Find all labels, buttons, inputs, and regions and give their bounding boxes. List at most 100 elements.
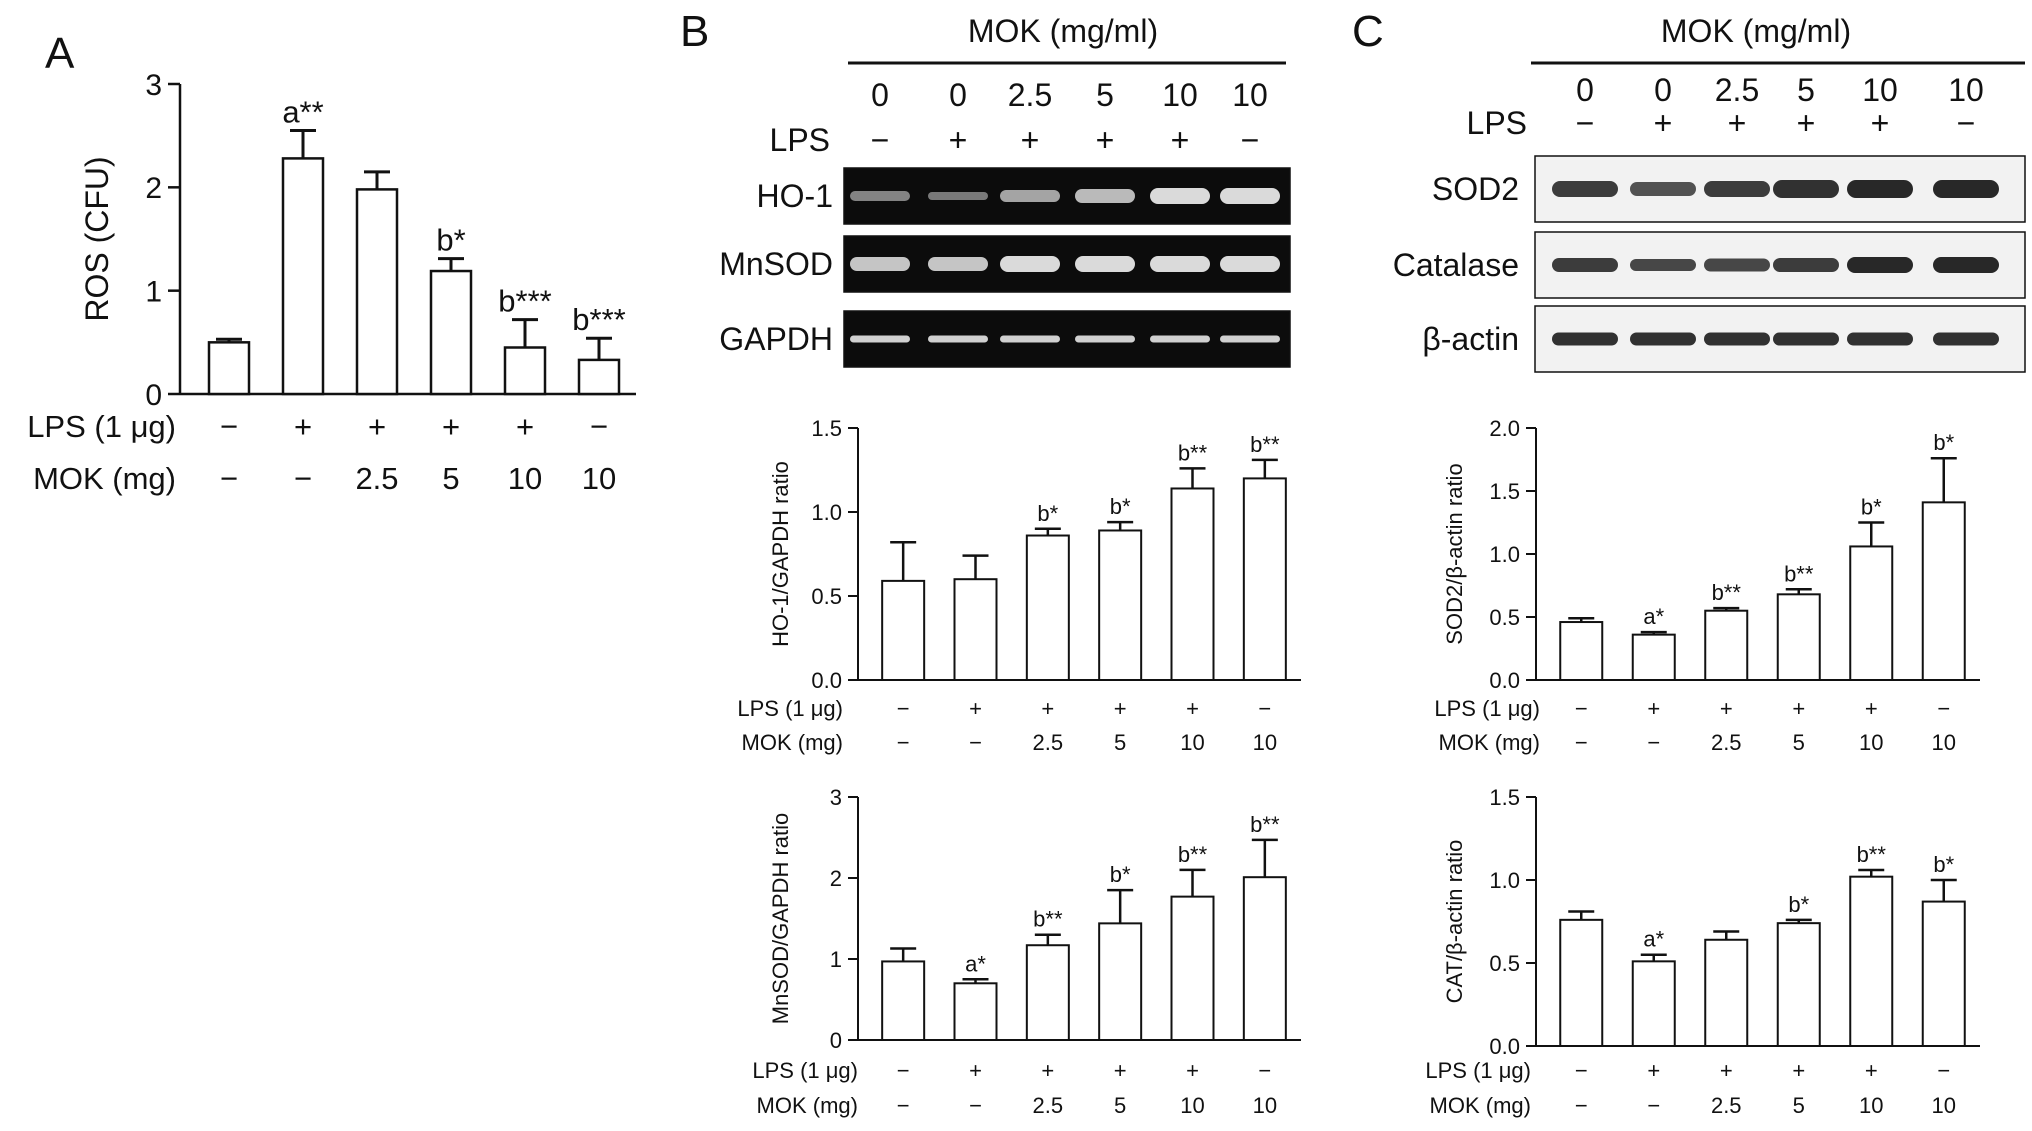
bar xyxy=(1776,922,1821,1047)
chart-c-sod2-ratio: 0.0 0.5 1.0 1.5 2.0 SOD2/β-actin ratio a* b** b*… xyxy=(1434,416,1980,755)
significance-label: b** xyxy=(1033,907,1063,932)
chart-b-mnsod-ratio: 0 1 2 3 MnSOD/GAPDH ratio a* b** b* b** b** LPS (1… xyxy=(752,785,1301,1118)
condition-value: + xyxy=(1186,696,1199,721)
bar xyxy=(1776,593,1821,682)
bar xyxy=(953,578,998,682)
condition-value: + xyxy=(1041,696,1054,721)
blot-band xyxy=(1075,335,1135,343)
significance-label: a* xyxy=(1643,604,1664,629)
blot-band xyxy=(1847,180,1913,198)
condition-label: LPS (1 μg) xyxy=(1425,1058,1531,1083)
condition-value: − xyxy=(220,461,238,496)
y-tick-label: 1 xyxy=(830,947,842,972)
condition-value: − xyxy=(897,696,910,721)
lane-dose-label: 2.5 xyxy=(1008,77,1052,113)
condition-value: + xyxy=(1792,1058,1805,1083)
bar xyxy=(429,269,473,396)
condition-label: LPS (1 μg) xyxy=(1434,696,1540,721)
condition-value: 5 xyxy=(1114,730,1126,755)
bar xyxy=(1242,477,1287,681)
y-tick-label: 0.5 xyxy=(1489,951,1520,976)
bar xyxy=(207,341,251,396)
condition-value: − xyxy=(1258,1058,1271,1083)
y-tick-label: 0 xyxy=(830,1028,842,1053)
lane-lps-sign: + xyxy=(1797,105,1816,141)
blot-band xyxy=(1847,332,1913,346)
chart-c-cat-ratio: 0.0 0.5 1.0 1.5 CAT/β-actin ratio a* b* b** b* LP… xyxy=(1425,785,1980,1118)
lane-dose-label: 0 xyxy=(871,77,889,113)
condition-value: + xyxy=(1720,1058,1733,1083)
condition-value: − xyxy=(969,1093,982,1118)
bar xyxy=(1849,875,1894,1047)
condition-value: 2.5 xyxy=(1033,1093,1064,1118)
y-tick-label: 2 xyxy=(830,866,842,891)
condition-value: 10 xyxy=(1859,1093,1883,1118)
blot-band xyxy=(1630,332,1696,346)
y-tick-label: 1 xyxy=(145,275,162,308)
condition-value: − xyxy=(1575,1093,1588,1118)
y-tick-label: 2.0 xyxy=(1489,416,1520,441)
y-axis-label: MnSOD/GAPDH ratio xyxy=(768,813,793,1025)
lps-row-label: LPS xyxy=(1467,105,1527,141)
blot-band xyxy=(928,257,988,271)
blot-band xyxy=(1704,258,1770,272)
lps-row-label: LPS xyxy=(770,122,830,158)
blot-band xyxy=(1630,259,1696,271)
significance-label: b** xyxy=(1857,842,1887,867)
blot-band xyxy=(1150,335,1210,343)
blot-band xyxy=(1773,258,1839,272)
blot-strip xyxy=(843,310,1291,368)
y-tick-label: 1.5 xyxy=(1489,479,1520,504)
lane-lps-sign: + xyxy=(1171,122,1190,158)
panel-letter-c: C xyxy=(1352,7,1384,56)
bar xyxy=(1025,944,1070,1041)
significance-label: b* xyxy=(436,223,465,258)
bar xyxy=(1921,501,1966,681)
bar xyxy=(1559,621,1604,681)
bar xyxy=(1025,534,1070,682)
condition-value: + xyxy=(1041,1058,1054,1083)
bar xyxy=(1098,922,1143,1041)
blot-band xyxy=(850,335,910,343)
y-tick-label: 3 xyxy=(830,785,842,810)
condition-value: 2.5 xyxy=(1711,1093,1742,1118)
bar xyxy=(1170,895,1215,1041)
panel-letter-b: B xyxy=(680,7,709,56)
blot-strip xyxy=(843,167,1291,225)
y-tick-label: 3 xyxy=(145,69,162,102)
y-tick-label: 1.0 xyxy=(1489,542,1520,567)
blot-band xyxy=(1075,189,1135,203)
significance-label: b** xyxy=(1178,440,1208,465)
lane-lps-sign: − xyxy=(871,122,890,158)
bar xyxy=(281,157,325,396)
lane-lps-sign: + xyxy=(1871,105,1890,141)
significance-label: a* xyxy=(965,951,986,976)
blot-band xyxy=(1000,190,1060,202)
bar xyxy=(1170,487,1215,682)
y-tick-label: 0.0 xyxy=(1489,1034,1520,1059)
bar xyxy=(1631,960,1676,1048)
bar xyxy=(1098,529,1143,681)
condition-label: MOK (mg) xyxy=(33,461,176,496)
condition-value: + xyxy=(1792,696,1805,721)
condition-label: LPS (1 μg) xyxy=(752,1058,858,1083)
condition-value: − xyxy=(1575,696,1588,721)
condition-value: − xyxy=(897,730,910,755)
blot-band xyxy=(1704,181,1770,197)
blot-band xyxy=(1933,332,1999,346)
significance-label: b* xyxy=(1933,852,1954,877)
condition-label: MOK (mg) xyxy=(757,1093,858,1118)
condition-label: LPS (1 μg) xyxy=(737,696,843,721)
bar xyxy=(577,358,621,396)
lane-dose-label: 10 xyxy=(1862,72,1898,108)
condition-label: MOK (mg) xyxy=(1430,1093,1531,1118)
blot-band xyxy=(1933,257,1999,273)
y-tick-label: 0.0 xyxy=(811,668,842,693)
condition-value: − xyxy=(1575,1058,1588,1083)
lane-lps-sign: − xyxy=(1241,122,1260,158)
condition-value: + xyxy=(1186,1058,1199,1083)
bar xyxy=(1242,876,1287,1041)
y-tick-label: 1.0 xyxy=(1489,868,1520,893)
bar xyxy=(503,346,547,396)
